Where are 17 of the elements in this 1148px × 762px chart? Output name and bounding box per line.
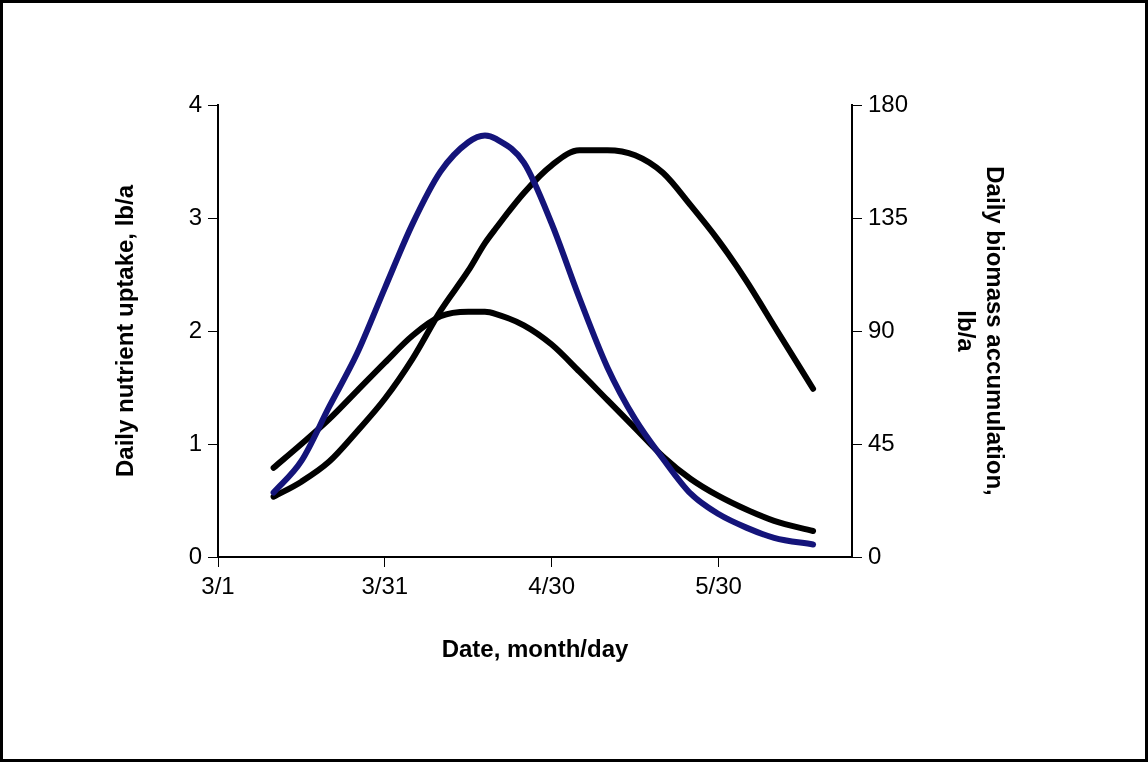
y-axis-title: Daily nutrient uptake, lb/a <box>111 184 139 478</box>
y2-tick-label: 90 <box>868 315 895 343</box>
x-tick-label: 3/1 <box>201 572 235 600</box>
x-tick-label: 5/30 <box>695 572 742 600</box>
x-axis-title: Date, month/day <box>441 635 629 663</box>
x-tick-label: 4/30 <box>528 572 576 600</box>
y-tick-label: 2 <box>188 315 202 343</box>
y2-tick-label: 135 <box>868 202 909 230</box>
y2-tick-label: 0 <box>868 541 882 569</box>
y2-axis-title: Daily biomass accumulation, lb/a <box>953 166 1009 496</box>
y-tick-label: 4 <box>188 89 202 117</box>
y-tick-label: 1 <box>188 428 202 456</box>
y-tick-label: 0 <box>188 541 202 569</box>
y-tick-label: 3 <box>188 202 202 230</box>
y2-tick-label: 45 <box>868 428 895 456</box>
x-tick-label: 3/31 <box>361 572 409 600</box>
y2-tick-label: 180 <box>868 89 909 117</box>
